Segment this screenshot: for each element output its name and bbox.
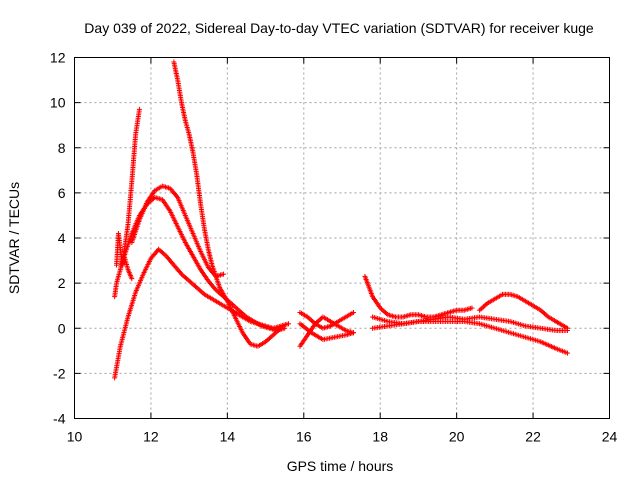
grid <box>74 57 610 419</box>
data-point <box>278 325 284 331</box>
x-tick-label: 20 <box>449 429 465 445</box>
x-axis-label: GPS time / hours <box>287 458 394 474</box>
chart-title: Day 039 of 2022, Sidereal Day-to-day VTE… <box>84 20 594 36</box>
series-track-f <box>171 59 284 349</box>
y-tick-label: -2 <box>53 365 66 381</box>
series-track-m <box>477 291 570 331</box>
series-track-a <box>112 106 142 300</box>
data-point <box>286 321 291 327</box>
data-point <box>350 309 356 315</box>
series-track-h <box>297 314 356 349</box>
y-tick-label: 6 <box>58 185 66 201</box>
x-tick-label: 12 <box>143 429 159 445</box>
series-track-i <box>297 321 356 343</box>
data-point <box>469 305 475 311</box>
x-tick-label: 10 <box>67 429 83 445</box>
data-point <box>221 271 227 277</box>
x-tick-label: 18 <box>372 429 388 445</box>
series-track-g <box>297 309 356 331</box>
y-tick-label: 0 <box>58 320 66 336</box>
y-tick-label: 8 <box>58 140 66 156</box>
x-tick-label: 22 <box>525 429 541 445</box>
series-track-c <box>112 246 291 381</box>
data-point <box>136 106 142 112</box>
data-point <box>564 350 570 356</box>
y-tick-label: 10 <box>50 95 66 111</box>
y-tick-label: -4 <box>53 411 66 427</box>
y-tick-label: 2 <box>58 275 66 291</box>
data-points <box>112 59 570 381</box>
data-point <box>350 330 356 336</box>
x-tick-label: 16 <box>296 429 312 445</box>
data-point <box>564 325 570 331</box>
x-tick-label: 24 <box>602 429 618 445</box>
series-track-j <box>362 273 475 320</box>
y-tick-label: 12 <box>50 50 66 66</box>
x-tick-label: 14 <box>220 429 236 445</box>
y-axis-label: SDTVAR / TECUs <box>6 182 22 294</box>
y-tick-label: 4 <box>58 230 66 246</box>
series-track-l <box>370 314 570 334</box>
data-point <box>129 276 135 282</box>
